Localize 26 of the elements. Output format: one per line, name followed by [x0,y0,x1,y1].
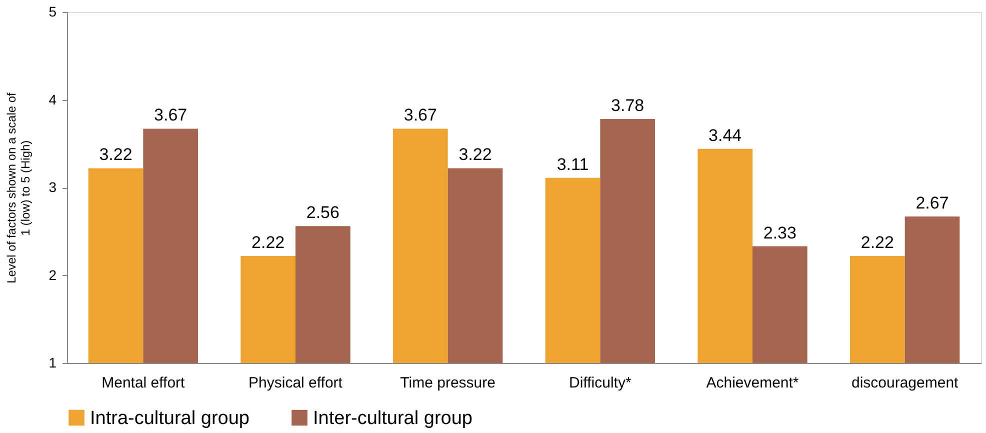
data-label: 2.22 [860,232,894,252]
data-label: 3.78 [611,96,644,116]
data-label: 3.22 [458,145,492,164]
x-tick-label: discouragement [851,374,960,392]
y-tick-label: 3 [48,179,57,195]
data-label: 2.33 [763,223,796,242]
y-axis-title: Level of factors shown on a scale of 1 (low) to 5 (High) [4,92,33,284]
y-tick-label: 2 [48,266,57,283]
x-tick-label: Physical effort [248,374,344,392]
data-label: 2.67 [916,193,949,212]
data-label: 3.11 [556,154,589,174]
y-tick-label: 1 [48,354,57,370]
legend-label: Inter-cultural group [313,408,472,429]
data-label: 3.67 [154,106,188,125]
y-tick-label: 4 [48,91,57,108]
data-label: 3.22 [99,145,132,164]
data-label: 3.44 [708,126,742,145]
x-tick-label: Difficulty* [569,374,632,392]
data-label: 2.22 [252,232,285,252]
data-label: 3.67 [404,106,437,125]
y-tick-label: 5 [48,4,57,20]
legend-label: Intra-cultural group [90,408,250,429]
data-label: 2.56 [306,203,340,222]
x-tick-label: Mental effort [102,374,186,392]
x-tick-label: Achievement* [706,374,799,392]
x-tick-label: Time pressure [400,374,496,392]
